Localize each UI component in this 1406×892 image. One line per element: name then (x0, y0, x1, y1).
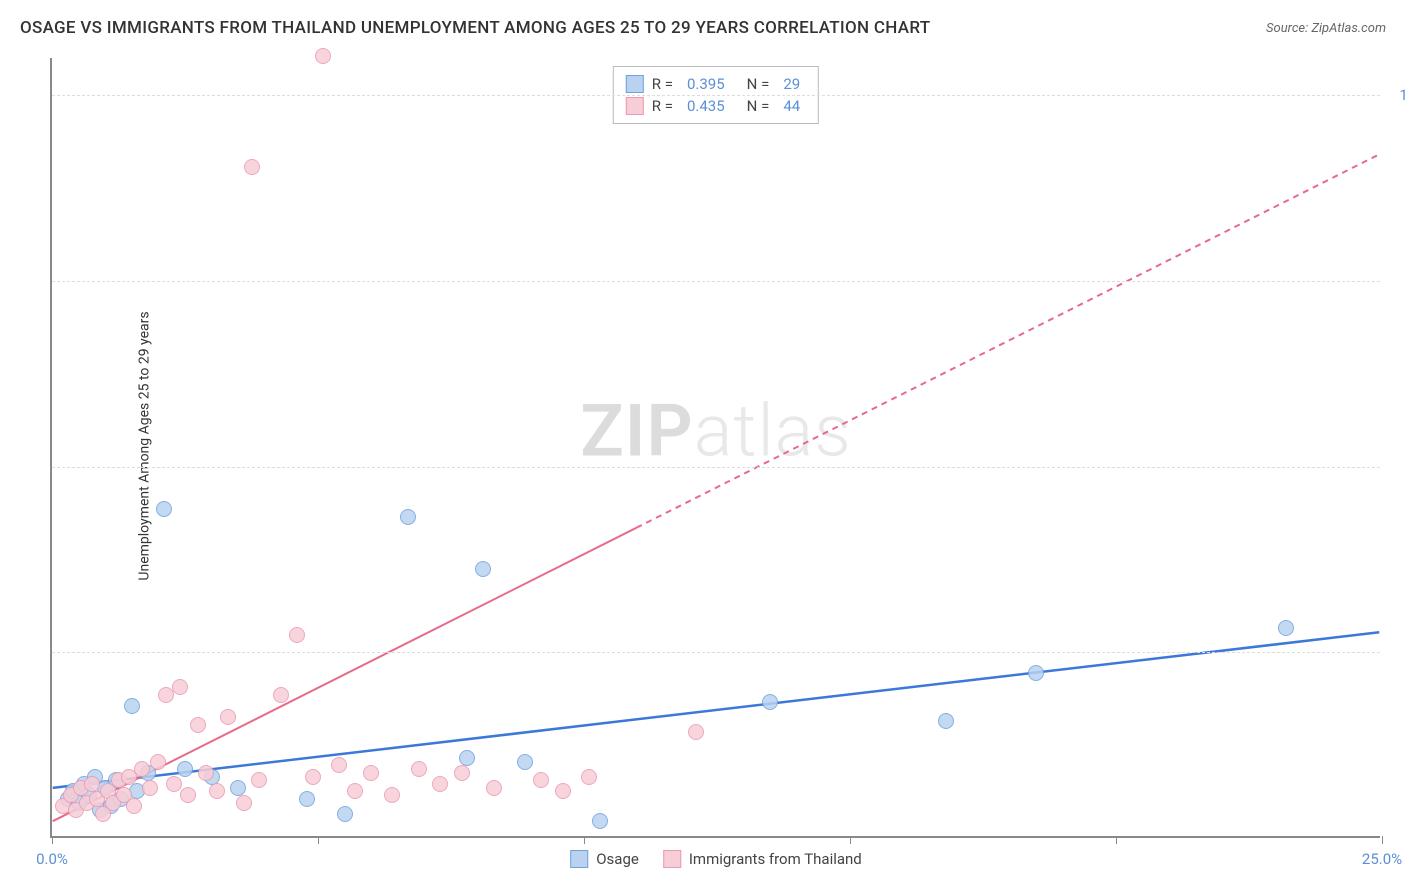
data-point (315, 48, 331, 64)
data-point (475, 561, 491, 577)
x-tick (1116, 836, 1117, 844)
data-point (459, 750, 475, 766)
series-name: Immigrants from Thailand (689, 850, 862, 868)
x-tick (1382, 836, 1383, 844)
data-point (190, 717, 206, 733)
data-point (432, 776, 448, 792)
data-point (134, 761, 150, 777)
x-tick-label: 0.0% (36, 850, 68, 868)
data-point (150, 754, 166, 770)
legend-swatch (663, 850, 681, 868)
legend-swatch (570, 850, 588, 868)
x-tick (52, 836, 53, 844)
r-label: R = (652, 75, 673, 93)
data-point (156, 501, 172, 517)
watermark: ZIPatlas (580, 389, 852, 474)
chart-title: OSAGE VS IMMIGRANTS FROM THAILAND UNEMPL… (20, 18, 930, 38)
data-point (209, 783, 225, 799)
data-point (517, 754, 533, 770)
gridline (52, 467, 1380, 468)
data-point (411, 761, 427, 777)
legend-series: Osage Immigrants from Thailand (570, 850, 862, 868)
r-value: 0.435 (687, 97, 725, 115)
data-point (172, 679, 188, 695)
data-point (180, 787, 196, 803)
data-point (581, 769, 597, 785)
data-point (305, 769, 321, 785)
source-attribution: Source: ZipAtlas.com (1266, 21, 1386, 36)
data-point (592, 813, 608, 829)
n-value: 44 (783, 97, 800, 115)
y-tick-label: 100.0% (1399, 86, 1406, 104)
data-point (177, 761, 193, 777)
gridline (52, 281, 1380, 282)
data-point (331, 757, 347, 773)
data-point (384, 787, 400, 803)
data-point (533, 772, 549, 788)
data-point (289, 627, 305, 643)
r-label: R = (652, 97, 673, 115)
legend-series-item: Immigrants from Thailand (663, 850, 862, 868)
data-point (124, 698, 140, 714)
n-label: N = (747, 97, 770, 115)
x-tick (584, 836, 585, 844)
data-point (400, 509, 416, 525)
n-label: N = (747, 75, 770, 93)
legend-swatch (626, 75, 644, 93)
data-point (347, 783, 363, 799)
n-value: 29 (783, 75, 800, 93)
data-point (244, 159, 260, 175)
r-value: 0.395 (687, 75, 725, 93)
data-point (84, 776, 100, 792)
data-point (555, 783, 571, 799)
data-point (337, 806, 353, 822)
data-point (273, 687, 289, 703)
data-point (1278, 620, 1294, 636)
legend-swatch (626, 97, 644, 115)
data-point (220, 709, 236, 725)
legend-series-item: Osage (570, 850, 639, 868)
data-point (126, 798, 142, 814)
legend-stats-row: R = 0.435 N = 44 (626, 95, 806, 117)
data-point (938, 713, 954, 729)
data-point (299, 791, 315, 807)
gridline (52, 95, 1380, 96)
legend-stats-row: R = 0.395 N = 29 (626, 73, 806, 95)
data-point (688, 724, 704, 740)
data-point (142, 780, 158, 796)
data-point (230, 780, 246, 796)
data-point (251, 772, 267, 788)
data-point (236, 795, 252, 811)
data-point (363, 765, 379, 781)
data-point (1028, 665, 1044, 681)
data-point (166, 776, 182, 792)
series-name: Osage (596, 850, 639, 868)
x-tick (318, 836, 319, 844)
x-tick-label: 25.0% (1362, 850, 1402, 868)
x-tick (850, 836, 851, 844)
data-point (486, 780, 502, 796)
data-point (762, 694, 778, 710)
data-point (198, 765, 214, 781)
data-point (454, 765, 470, 781)
gridline (52, 652, 1380, 653)
scatter-chart: ZIPatlas R = 0.395 N = 29 R = 0.435 N = … (50, 58, 1380, 838)
